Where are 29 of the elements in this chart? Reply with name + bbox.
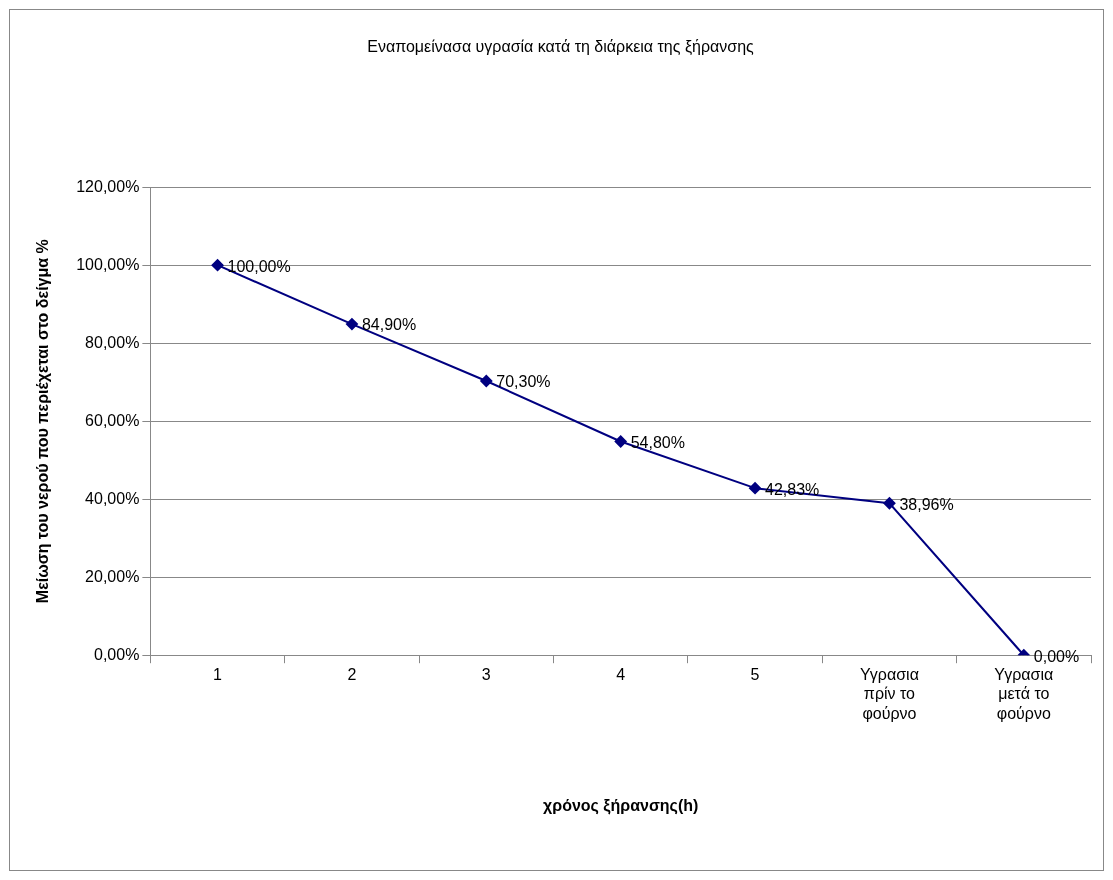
y-tick-label: 100,00% xyxy=(76,255,140,273)
y-tick-label: 0,00% xyxy=(93,645,140,663)
x-tick-label: 5 xyxy=(750,666,760,684)
point xyxy=(480,375,493,388)
data-label: 84,90% xyxy=(361,316,417,334)
y-tick-label: 40,00% xyxy=(85,489,140,507)
x-tick-label: 1 xyxy=(213,666,223,684)
data-label: 100,00% xyxy=(227,257,291,275)
chart-title: Εναπομείνασα υγρασία κατά τη διάρκεια της ξήρανσης xyxy=(367,38,755,57)
point xyxy=(749,482,762,495)
x-tick-label: 4 xyxy=(616,666,626,684)
y-tick-label: 80,00% xyxy=(85,333,140,351)
point xyxy=(883,497,896,510)
data-label: 0,00% xyxy=(1033,647,1080,665)
y-axis-title: Μείωση του νερού που περιέχεται στο δείγμα % xyxy=(34,239,52,604)
x-tick-label: Υγρασια μετά το φούρνο xyxy=(994,666,1054,722)
data-label: 38,96% xyxy=(899,495,954,513)
data-label: 54,80% xyxy=(630,433,685,451)
point xyxy=(211,259,224,272)
x-tick-label: 3 xyxy=(481,666,491,684)
y-tick-label: 120,00% xyxy=(76,177,140,195)
y-tick-label: 20,00% xyxy=(85,567,140,585)
x-tick-label: Υγρασια πρίν το φούρνο xyxy=(859,666,919,722)
point xyxy=(614,435,627,448)
data-label: 70,30% xyxy=(496,373,551,391)
point xyxy=(345,318,358,331)
x-axis-title: χρόνος ξήρανσης(h) xyxy=(543,796,699,815)
x-tick-label: 2 xyxy=(347,666,357,684)
y-tick-label: 60,00% xyxy=(85,411,140,429)
